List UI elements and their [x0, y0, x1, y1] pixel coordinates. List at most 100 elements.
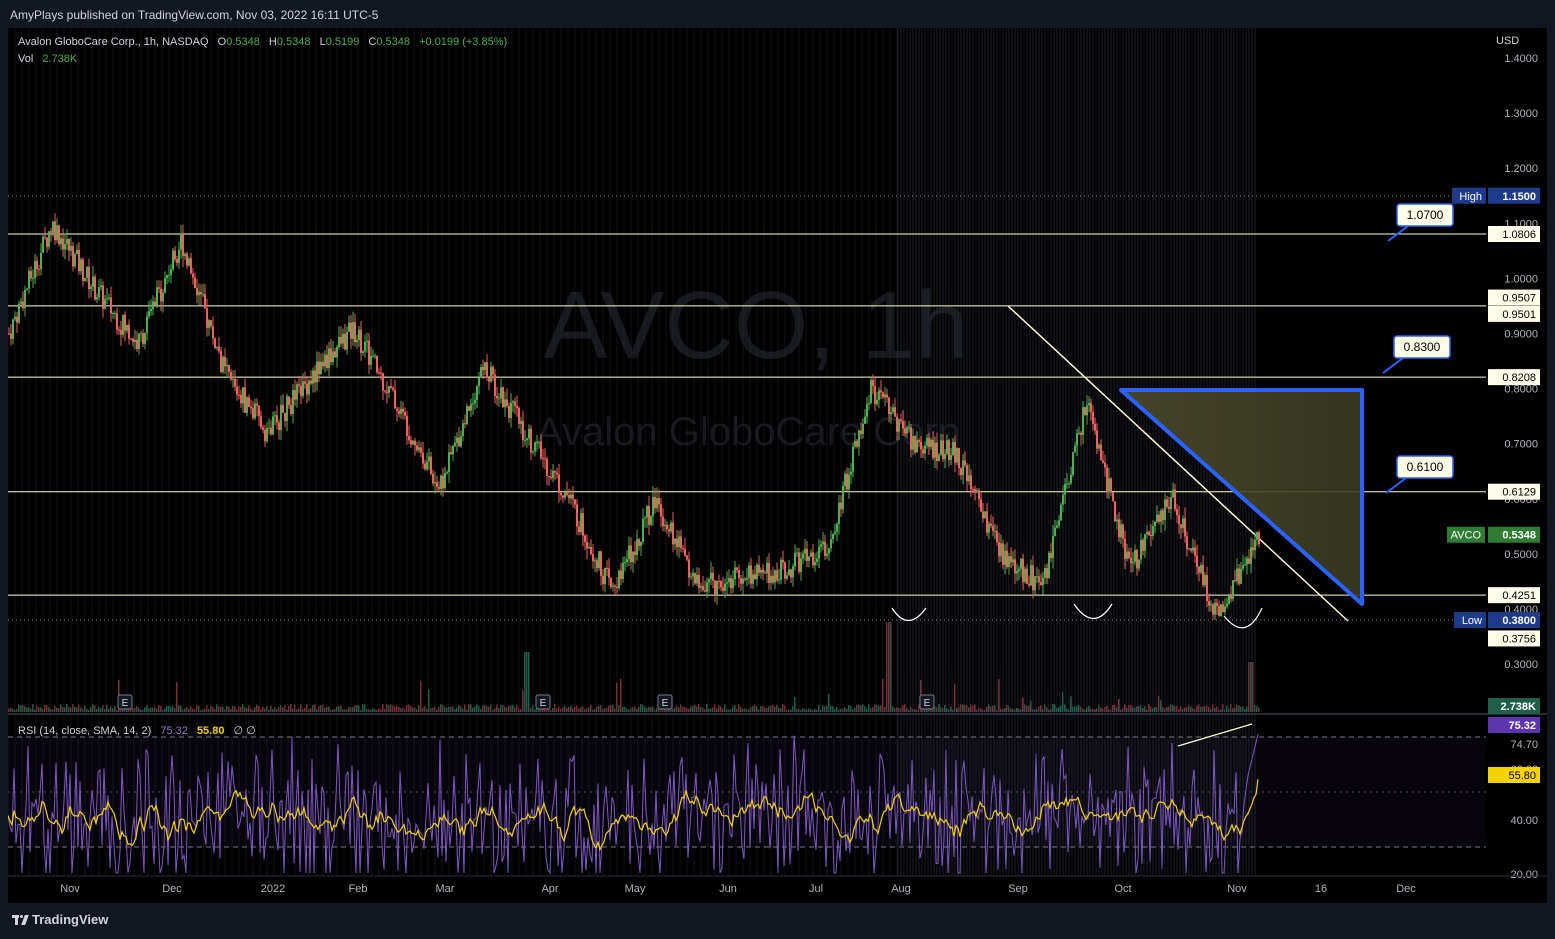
candle — [712, 572, 714, 581]
volume-bar — [802, 708, 804, 712]
price-tags: 1.0806 0.9507 0.9501 0.8208 0.6129 0.4251 0.37… — [1447, 187, 1540, 881]
candle — [998, 542, 1000, 557]
volume-bar — [460, 706, 462, 712]
volume-bar — [480, 709, 482, 712]
volume-bar — [500, 704, 502, 712]
chart-canvas[interactable]: AVCO, 1h Avalon GloboCare Corp E E E E 1… — [7, 28, 1547, 903]
tradingview-brand[interactable]: TradingView — [12, 912, 108, 927]
candle — [248, 397, 250, 407]
volume-bar — [1060, 705, 1062, 712]
volume-bar — [370, 709, 372, 712]
candle — [996, 530, 998, 543]
candle — [854, 440, 856, 447]
candle — [528, 428, 530, 439]
candle — [592, 553, 594, 562]
callout-1[interactable]: 1.0700 — [1387, 203, 1454, 242]
candle — [1228, 595, 1230, 604]
volume-bar — [100, 707, 102, 712]
candle — [556, 472, 558, 475]
volume-bar — [354, 705, 356, 712]
candle — [350, 322, 352, 339]
volume-bar — [942, 708, 944, 712]
callout-2[interactable]: 0.8300 — [1382, 335, 1451, 374]
volume-bar — [924, 707, 926, 712]
candle — [1236, 568, 1238, 582]
rsi-legend[interactable]: RSI (14, close, SMA, 14, 2) 75.32 55.80 … — [18, 725, 256, 737]
level-tag — [1488, 305, 1540, 322]
candle — [508, 405, 510, 418]
triangle-pattern[interactable] — [1119, 388, 1364, 606]
volume-bar — [336, 706, 338, 712]
candle — [1012, 559, 1014, 563]
rsi-divergence-line[interactable] — [1177, 723, 1253, 747]
candle — [1134, 549, 1136, 563]
candle — [842, 485, 844, 510]
volume-bar — [38, 707, 40, 712]
candle — [182, 233, 184, 257]
candle — [330, 348, 332, 363]
volume-bar — [534, 708, 536, 712]
price-tick: 0.5000 — [1504, 549, 1538, 561]
volume-bars — [8, 622, 1260, 712]
downtrend-line[interactable] — [1007, 305, 1349, 622]
candle — [336, 346, 338, 358]
volume-bar — [272, 709, 274, 712]
price-tick: 0.9000 — [1504, 329, 1538, 341]
volume-bar — [692, 705, 694, 712]
volume-bar — [770, 705, 772, 712]
volume-bar — [220, 706, 222, 712]
symbol-legend[interactable]: Avalon GloboCare Corp., 1h, NASDAQ O0.53… — [18, 36, 507, 65]
volume-bar — [1016, 708, 1018, 712]
level-tag-text: 0.9501 — [1502, 309, 1536, 321]
volume-bar — [1136, 706, 1138, 712]
volume-bar — [624, 707, 626, 712]
volume-bar — [1026, 705, 1028, 712]
earnings-marker[interactable]: E — [535, 694, 551, 710]
candle — [736, 567, 738, 570]
earnings-marker[interactable]: E — [117, 694, 133, 710]
chart-frame[interactable]: AVCO, 1h Avalon GloboCare Corp E E E E 1… — [7, 28, 1547, 903]
volume-bar — [70, 707, 72, 712]
volume-bar — [952, 709, 954, 712]
candle — [344, 333, 346, 350]
candle — [586, 541, 588, 549]
candle — [716, 580, 718, 595]
candle — [800, 558, 802, 572]
volume-bar — [516, 705, 518, 712]
earnings-marker[interactable]: E — [657, 694, 673, 710]
candle — [328, 348, 330, 368]
earnings-marker[interactable]: E — [919, 694, 935, 710]
volume-bar — [856, 704, 858, 712]
candle — [324, 354, 326, 367]
candle — [544, 458, 546, 460]
volume-bar — [186, 707, 188, 712]
candle — [16, 316, 18, 323]
volume-bar — [628, 709, 630, 712]
candle — [282, 404, 284, 413]
candle — [254, 403, 256, 419]
volume-bar — [960, 704, 962, 712]
candle — [900, 419, 902, 422]
volume-bar — [112, 708, 114, 712]
volume-bar — [388, 705, 390, 712]
time-axis[interactable]: Nov Dec 2022 Feb Mar Apr May Jun Jul Aug Sep Oct Nov… — [60, 883, 1416, 895]
volume-bar — [880, 705, 882, 712]
candle — [732, 579, 734, 589]
candle — [1120, 524, 1122, 538]
candle — [264, 429, 266, 442]
callout-3[interactable]: 0.6100 — [1385, 455, 1454, 494]
volume-bar — [12, 708, 14, 712]
rsi-line — [7, 734, 1259, 875]
volume-bar — [688, 708, 690, 712]
volume-bar — [28, 707, 30, 712]
candle — [982, 511, 984, 519]
candle — [560, 492, 562, 496]
price-axis[interactable]: USD 1.40001.30001.20001.10001.00000.9000… — [1496, 35, 1538, 671]
svg-text:E: E — [924, 698, 931, 709]
candle — [608, 568, 610, 578]
candle — [60, 238, 62, 245]
candle — [1026, 568, 1028, 584]
candle — [240, 394, 242, 404]
volume-bar — [1126, 707, 1128, 712]
volume-bar — [706, 704, 708, 712]
